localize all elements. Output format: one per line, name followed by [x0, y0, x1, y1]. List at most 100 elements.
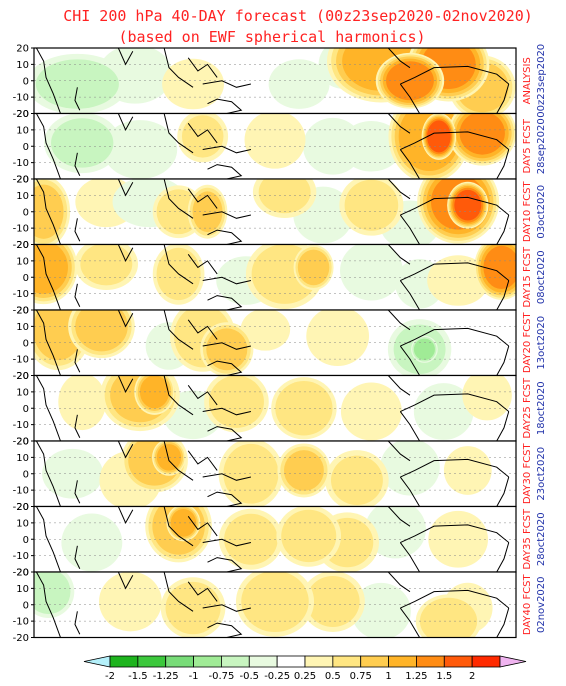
contour-blob — [99, 572, 162, 632]
colorbar-label: -1.5 — [128, 671, 148, 682]
panel-6: 20 10 0 -10 -20 DAY25 FCST 18oct2020 — [13, 371, 547, 448]
coastline-borneo — [187, 57, 218, 78]
coastline-australia — [207, 98, 243, 114]
contour-blob — [51, 118, 114, 168]
coastline — [35, 506, 510, 572]
contour-blob — [208, 375, 264, 428]
coastline-south-america-west — [399, 83, 421, 114]
contour-blob — [34, 184, 64, 239]
coastline-central-america — [387, 310, 411, 331]
coastline-australia — [207, 229, 243, 245]
y-tick-label: 20 — [16, 437, 29, 448]
coastline-indonesia — [202, 473, 252, 481]
coastline-south-america-north — [400, 589, 510, 609]
colorbar: -2 -1.5 -1.25 -1 -0.75 -0.5 -0.25 0.25 0.5 0.75 1 1… — [83, 655, 527, 682]
coastline-south-america-west — [399, 476, 421, 507]
coastline-africa — [35, 375, 61, 441]
coastline-madagascar — [74, 283, 81, 307]
contour-blob — [306, 575, 360, 627]
coastline-sumatra — [163, 310, 194, 350]
panel-field — [34, 244, 516, 310]
coastline-borneo — [187, 516, 218, 537]
colorbar-label: 1.25 — [405, 671, 427, 682]
contour-blob — [428, 510, 489, 568]
contour-blob — [462, 375, 512, 421]
coastline-indonesia — [202, 80, 252, 88]
coastline-australia — [207, 426, 243, 441]
contour-blob — [244, 113, 306, 169]
coastline-sumatra — [163, 48, 194, 88]
contour-blob — [380, 441, 440, 496]
y-tick-label: -10 — [13, 551, 29, 562]
coastline-australia — [207, 491, 243, 507]
panel-date: 08oct2020 — [536, 250, 547, 304]
coastline-south-america-west — [399, 411, 421, 441]
y-tick-label: 10 — [16, 518, 29, 529]
panel-label: ANALYSIS — [522, 57, 533, 104]
figure-subtitle: (based on EWF spherical harmonics) — [118, 28, 425, 46]
coastline-africa — [35, 441, 61, 507]
coastline-south-america-west — [399, 542, 421, 572]
coastline-borneo — [187, 385, 218, 406]
panel-label: DAY15 FCST — [522, 246, 533, 308]
coastline-central-america — [387, 179, 411, 200]
panel-date: 28oct2020 — [536, 512, 547, 566]
coastline-south-america-north — [400, 327, 510, 347]
contour-blob — [340, 244, 403, 301]
y-tick-label: -10 — [13, 158, 29, 169]
coastline-south-america-north — [400, 524, 510, 543]
contour-blob — [181, 115, 224, 158]
coastline-sumatra — [163, 179, 194, 219]
colorbar-swatch — [137, 655, 167, 668]
colorbar-label: -1.25 — [153, 671, 179, 682]
y-tick-label: -20 — [13, 633, 29, 644]
y-tick-label: 10 — [16, 387, 29, 398]
y-tick-label: -20 — [13, 175, 29, 186]
coastline-indonesia — [202, 407, 252, 416]
y-tick-label: -10 — [13, 224, 29, 235]
colorbar-swatch — [360, 655, 389, 668]
y-tick-label: 0 — [23, 76, 29, 87]
coastline-india — [117, 179, 134, 197]
coastline-borneo — [187, 450, 218, 471]
coastline-south-america-east — [496, 214, 510, 245]
coastline-africa — [35, 572, 61, 638]
coastline-india — [117, 441, 134, 459]
y-tick-label: 20 — [16, 44, 29, 55]
coastline-africa — [35, 310, 61, 376]
y-tick-label: -20 — [13, 109, 29, 120]
y-tick-label: -20 — [13, 437, 29, 448]
coastline-madagascar — [74, 545, 81, 569]
y-tick-label: -10 — [13, 420, 29, 431]
coastline-indonesia — [202, 145, 252, 154]
y-tick-label: -20 — [13, 568, 29, 579]
colorbar-swatch — [221, 655, 250, 668]
coastline-south-america-east — [496, 542, 510, 572]
contour-blob — [170, 509, 197, 537]
colorbar-swatch — [165, 655, 194, 668]
panel-date: 02nov2020 — [536, 576, 547, 633]
y-tick-label: 0 — [23, 600, 29, 611]
contour-blob — [344, 179, 399, 231]
coastline — [35, 48, 510, 114]
y-tick-label: 20 — [16, 240, 29, 251]
y-tick-label: 20 — [16, 568, 29, 579]
coastline-borneo — [187, 123, 218, 144]
colorbar-label: -1 — [189, 671, 199, 682]
contour-blob — [427, 120, 451, 153]
coastline-south-america-north — [400, 393, 510, 412]
panel-label: DAY40 FCST — [522, 573, 533, 635]
contour-blob — [35, 59, 119, 109]
coastline — [35, 572, 510, 638]
y-tick-label: 0 — [23, 207, 29, 218]
contour-blob — [34, 572, 71, 615]
coastline-south-america-west — [399, 280, 421, 310]
coastline-borneo — [187, 581, 218, 602]
panel-5: 20 10 0 -10 -20 DAY20 FCST 13oct2020 — [13, 306, 547, 383]
panel-field — [34, 179, 516, 245]
contour-blob — [75, 310, 128, 352]
colorbar-label: -2 — [105, 671, 115, 682]
coastline-indonesia — [202, 276, 252, 285]
coastline-south-america-east — [496, 411, 510, 441]
y-tick-label: 0 — [23, 404, 29, 415]
